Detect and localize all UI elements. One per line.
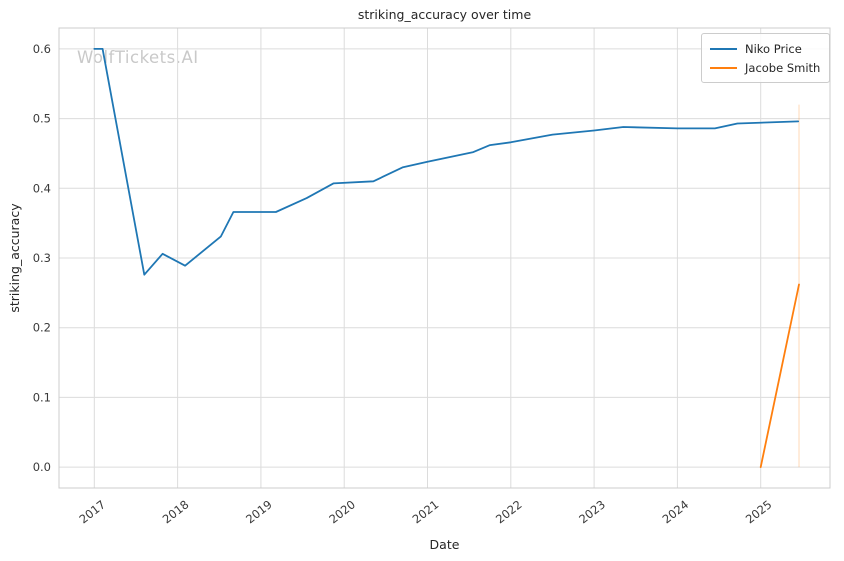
x-axis-label: Date	[429, 537, 460, 552]
x-tick-label: 2019	[243, 497, 275, 526]
y-axis-label: striking_accuracy	[7, 203, 22, 313]
x-tick-label: 2022	[493, 497, 525, 526]
x-tick-label: 2018	[160, 497, 192, 526]
legend-line-swatch	[710, 47, 737, 50]
legend-label: Jacobe Smith	[745, 60, 821, 75]
y-tick-label: 0.4	[33, 181, 51, 195]
chart-title: striking_accuracy over time	[357, 7, 532, 22]
y-tick-label: 0.0	[33, 460, 51, 474]
x-tick-label: 2021	[410, 497, 442, 526]
series-line-niko-price	[93, 48, 800, 276]
watermark: WolfTickets.AI	[77, 48, 199, 67]
y-tick-label: 0.6	[33, 42, 51, 56]
legend-line-swatch	[710, 66, 737, 69]
axes-spines	[58, 27, 831, 489]
y-tick-label: 0.2	[33, 321, 51, 335]
x-tick-label: 2017	[76, 497, 108, 526]
x-tick-label: 2025	[743, 497, 775, 526]
legend-label: Niko Price	[745, 41, 802, 56]
series-line-jacobe-smith	[759, 283, 800, 469]
legend: Niko Price Jacobe Smith	[701, 33, 831, 83]
x-tick-label: 2023	[576, 497, 608, 526]
y-tick-label: 0.1	[33, 390, 51, 404]
x-tick-label: 2024	[660, 497, 692, 526]
x-tick-label: 2020	[326, 497, 358, 526]
y-tick-label: 0.5	[33, 112, 51, 126]
legend-item: Jacobe Smith	[710, 58, 820, 77]
y-tick-label: 0.3	[33, 251, 51, 265]
legend-item: Niko Price	[710, 39, 820, 58]
